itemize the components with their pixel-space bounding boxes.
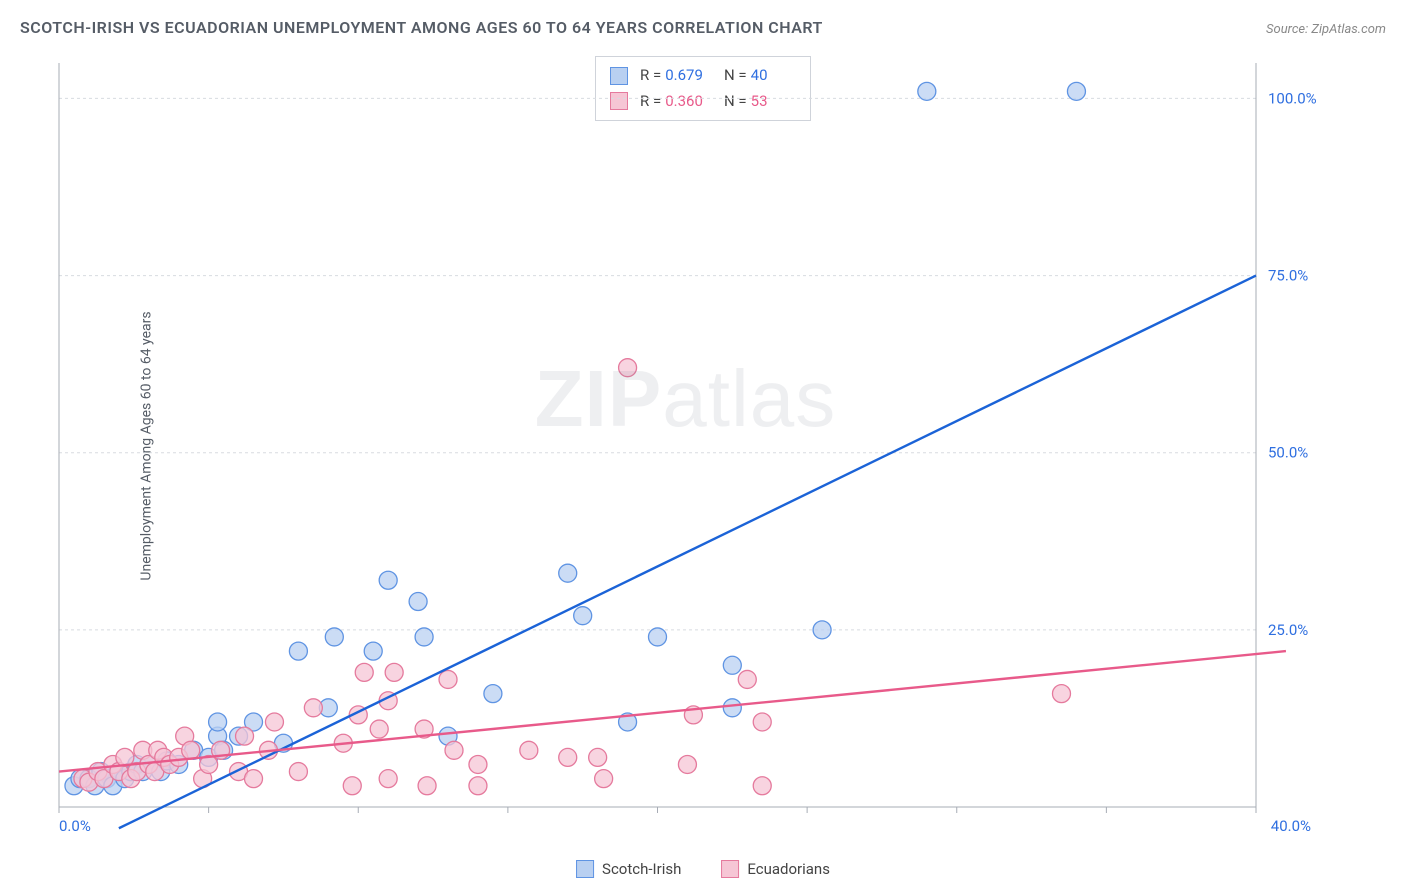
chart-title: SCOTCH-IRISH VS ECUADORIAN UNEMPLOYMENT …: [20, 18, 823, 37]
data-point: [484, 685, 502, 703]
data-point: [753, 713, 771, 731]
y-tick-label: 50.0%: [1268, 444, 1308, 462]
data-point: [589, 748, 607, 766]
source-attribution: Source: ZipAtlas.com: [1266, 22, 1386, 37]
y-tick-label: 75.0%: [1268, 267, 1308, 285]
legend-swatch: [721, 860, 739, 878]
data-point: [723, 656, 741, 674]
data-point: [559, 564, 577, 582]
data-point: [418, 777, 436, 795]
data-point: [370, 720, 388, 738]
data-point: [678, 755, 696, 773]
data-point: [439, 670, 457, 688]
data-point: [1067, 82, 1085, 100]
trend-line: [59, 651, 1286, 771]
data-point: [385, 663, 403, 681]
data-point: [445, 741, 463, 759]
x-tick-label: 0.0%: [59, 817, 91, 835]
data-point: [469, 755, 487, 773]
legend-swatch: [576, 860, 594, 878]
data-point: [738, 670, 756, 688]
data-point: [289, 763, 307, 781]
data-point: [469, 777, 487, 795]
data-point: [520, 741, 538, 759]
data-point: [325, 628, 343, 646]
data-point: [289, 642, 307, 660]
data-point: [245, 770, 263, 788]
scatter-plot: 25.0% 50.0% 75.0% 100.0% 0.0% 40.0%: [55, 55, 1316, 837]
data-point: [265, 713, 283, 731]
data-point: [753, 777, 771, 795]
trend-line: [119, 276, 1256, 829]
data-point: [355, 663, 373, 681]
data-point: [1052, 685, 1070, 703]
data-point: [574, 607, 592, 625]
y-tick-label: 25.0%: [1268, 621, 1308, 639]
data-point: [723, 699, 741, 717]
chart-area: ZIPatlas 25.0%50.0%75.0%100.0%0.0%40.0%: [55, 55, 1316, 837]
y-tick-label: 100.0%: [1268, 89, 1316, 107]
data-point: [364, 642, 382, 660]
data-point: [379, 770, 397, 788]
data-point: [595, 770, 613, 788]
data-point: [304, 699, 322, 717]
data-point: [409, 593, 427, 611]
legend-label: Scotch-Irish: [602, 860, 681, 878]
series-legend: Scotch-Irish Ecuadorians: [576, 860, 830, 878]
legend-label: Ecuadorians: [747, 860, 830, 878]
data-point: [236, 727, 254, 745]
data-point: [559, 748, 577, 766]
x-tick-label: 40.0%: [1271, 817, 1311, 835]
data-point: [182, 741, 200, 759]
data-point: [415, 628, 433, 646]
legend-item-ecuadorians: Ecuadorians: [721, 860, 830, 878]
data-point: [649, 628, 667, 646]
legend-item-scotch-irish: Scotch-Irish: [576, 860, 681, 878]
data-point: [813, 621, 831, 639]
data-point: [619, 359, 637, 377]
data-point: [918, 82, 936, 100]
data-point: [209, 713, 227, 731]
data-point: [343, 777, 361, 795]
data-point: [379, 571, 397, 589]
